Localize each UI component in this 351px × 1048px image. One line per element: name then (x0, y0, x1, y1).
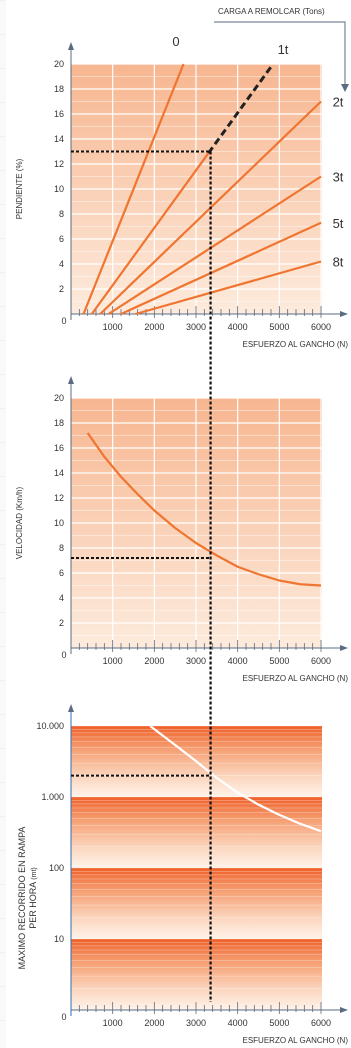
series-label-1t: 1t (278, 42, 289, 57)
x-origin-label: 0 (61, 316, 66, 326)
chart-panel-slope: 1000 2000 3000 4000 5000 6000 0 ESFUERZO AL GAN… (15, 34, 348, 349)
y-tick-label: 10 (54, 184, 64, 194)
towing-load-leader (214, 21, 346, 90)
x-tick-label: 4000 (228, 656, 248, 666)
y-axis-arrow (68, 704, 74, 712)
x-axis-arrow (340, 1007, 348, 1013)
series-line-5t (120, 221, 322, 316)
page-left-rule (0, 0, 6, 1048)
y-tick-label: 12 (54, 493, 64, 503)
y-tick-label: 10 (54, 934, 64, 944)
speed-curve (86, 432, 322, 587)
x-tick-label: 1000 (103, 322, 123, 332)
y-axis-title: PENDIENTE (%) (15, 158, 24, 219)
x-axis-arrow (340, 311, 348, 317)
y-tick-label: 12 (54, 159, 64, 169)
x-tick-label: 1000 (103, 656, 123, 666)
x-axis-arrow (340, 645, 348, 651)
series-line-0 (82, 63, 185, 315)
chart-panel-speed: 1000 2000 3000 4000 5000 6000 0 ESFUERZO AL GAN… (15, 376, 348, 683)
y-tick-label: 6 (59, 568, 64, 578)
log-decade-band (71, 868, 322, 939)
y-tick-label: 16 (54, 443, 64, 453)
series-line-1t (90, 152, 210, 315)
y-tick-label: 100 (49, 863, 64, 873)
y-tick-label: 6 (59, 234, 64, 244)
towing-load-leader-arrow (341, 84, 349, 92)
x-origin-label: 0 (61, 1012, 66, 1022)
x-tick-label: 3000 (186, 1018, 206, 1028)
x-tick-label: 5000 (269, 1018, 289, 1028)
x-tick-label: 5000 (269, 322, 289, 332)
y-tick-label: 10.000 (36, 721, 64, 731)
y-tick-label: 2 (59, 284, 64, 294)
x-axis-title: ESFUERZO AL GANCHO (N) (243, 1036, 349, 1045)
series-label-3t: 3t (333, 170, 344, 185)
series-label-8t: 8t (333, 255, 344, 270)
y-axis-arrow (68, 42, 74, 50)
x-tick-label: 1000 (103, 1018, 123, 1028)
x-tick-label: 2000 (144, 656, 164, 666)
x-tick-label: 3000 (186, 322, 206, 332)
x-tick-label: 6000 (311, 1018, 331, 1028)
y-axis-title-line1: MAXIMO RECORRIDO EN RAMPA (17, 827, 27, 970)
y-tick-label: 18 (54, 418, 64, 428)
y-tick-label: 8 (59, 209, 64, 219)
x-tick-label: 4000 (228, 322, 248, 332)
y-axis-arrow (68, 376, 74, 384)
x-tick-label: 4000 (228, 1018, 248, 1028)
y-tick-label: 14 (54, 468, 64, 478)
x-axis-title: ESFUERZO AL GANCHO (N) (243, 340, 349, 349)
y-tick-label: 20 (54, 393, 64, 403)
y-tick-label: 4 (59, 593, 64, 603)
chart-panel-ramp-distance: 1000 2000 3000 4000 5000 6000 0 ESFUERZO AL GAN… (17, 704, 348, 1045)
series-line-8t (135, 260, 322, 316)
y-tick-label: 4 (59, 259, 64, 269)
series-label-0: 0 (172, 34, 179, 49)
x-tick-label: 5000 (269, 656, 289, 666)
series-line-3t (107, 175, 322, 315)
towing-load-label: CARGA A REMOLCAR (Tons) (218, 7, 325, 16)
series-line-1t-dashed (207, 63, 275, 154)
y-tick-label: 1.000 (41, 792, 64, 802)
y-axis-title-line2: PER HORA (mt) (28, 867, 38, 928)
y-tick-label: 20 (54, 59, 64, 69)
x-origin-label: 0 (61, 650, 66, 660)
y-tick-label: 8 (59, 543, 64, 553)
log-decade-band (71, 939, 322, 1010)
series-label-2t: 2t (333, 95, 344, 110)
x-axis-title: ESFUERZO AL GANCHO (N) (243, 674, 349, 683)
x-tick-label: 2000 (144, 1018, 164, 1028)
series-label-5t: 5t (333, 216, 344, 231)
ramp-distance-curve (149, 725, 322, 833)
log-decade-band (71, 797, 322, 868)
y-tick-label: 2 (59, 618, 64, 628)
y-tick-label: 14 (54, 134, 64, 144)
y-axis-title-unit: (mt) (31, 867, 38, 879)
x-tick-label: 3000 (186, 656, 206, 666)
x-tick-label: 6000 (311, 656, 331, 666)
y-axis-title: VELOCIDAD (Km/h) (15, 486, 24, 559)
x-tick-label: 2000 (144, 322, 164, 332)
y-tick-label: 18 (54, 84, 64, 94)
y-tick-label: 16 (54, 109, 64, 119)
x-tick-label: 6000 (311, 322, 331, 332)
y-tick-label: 10 (54, 518, 64, 528)
